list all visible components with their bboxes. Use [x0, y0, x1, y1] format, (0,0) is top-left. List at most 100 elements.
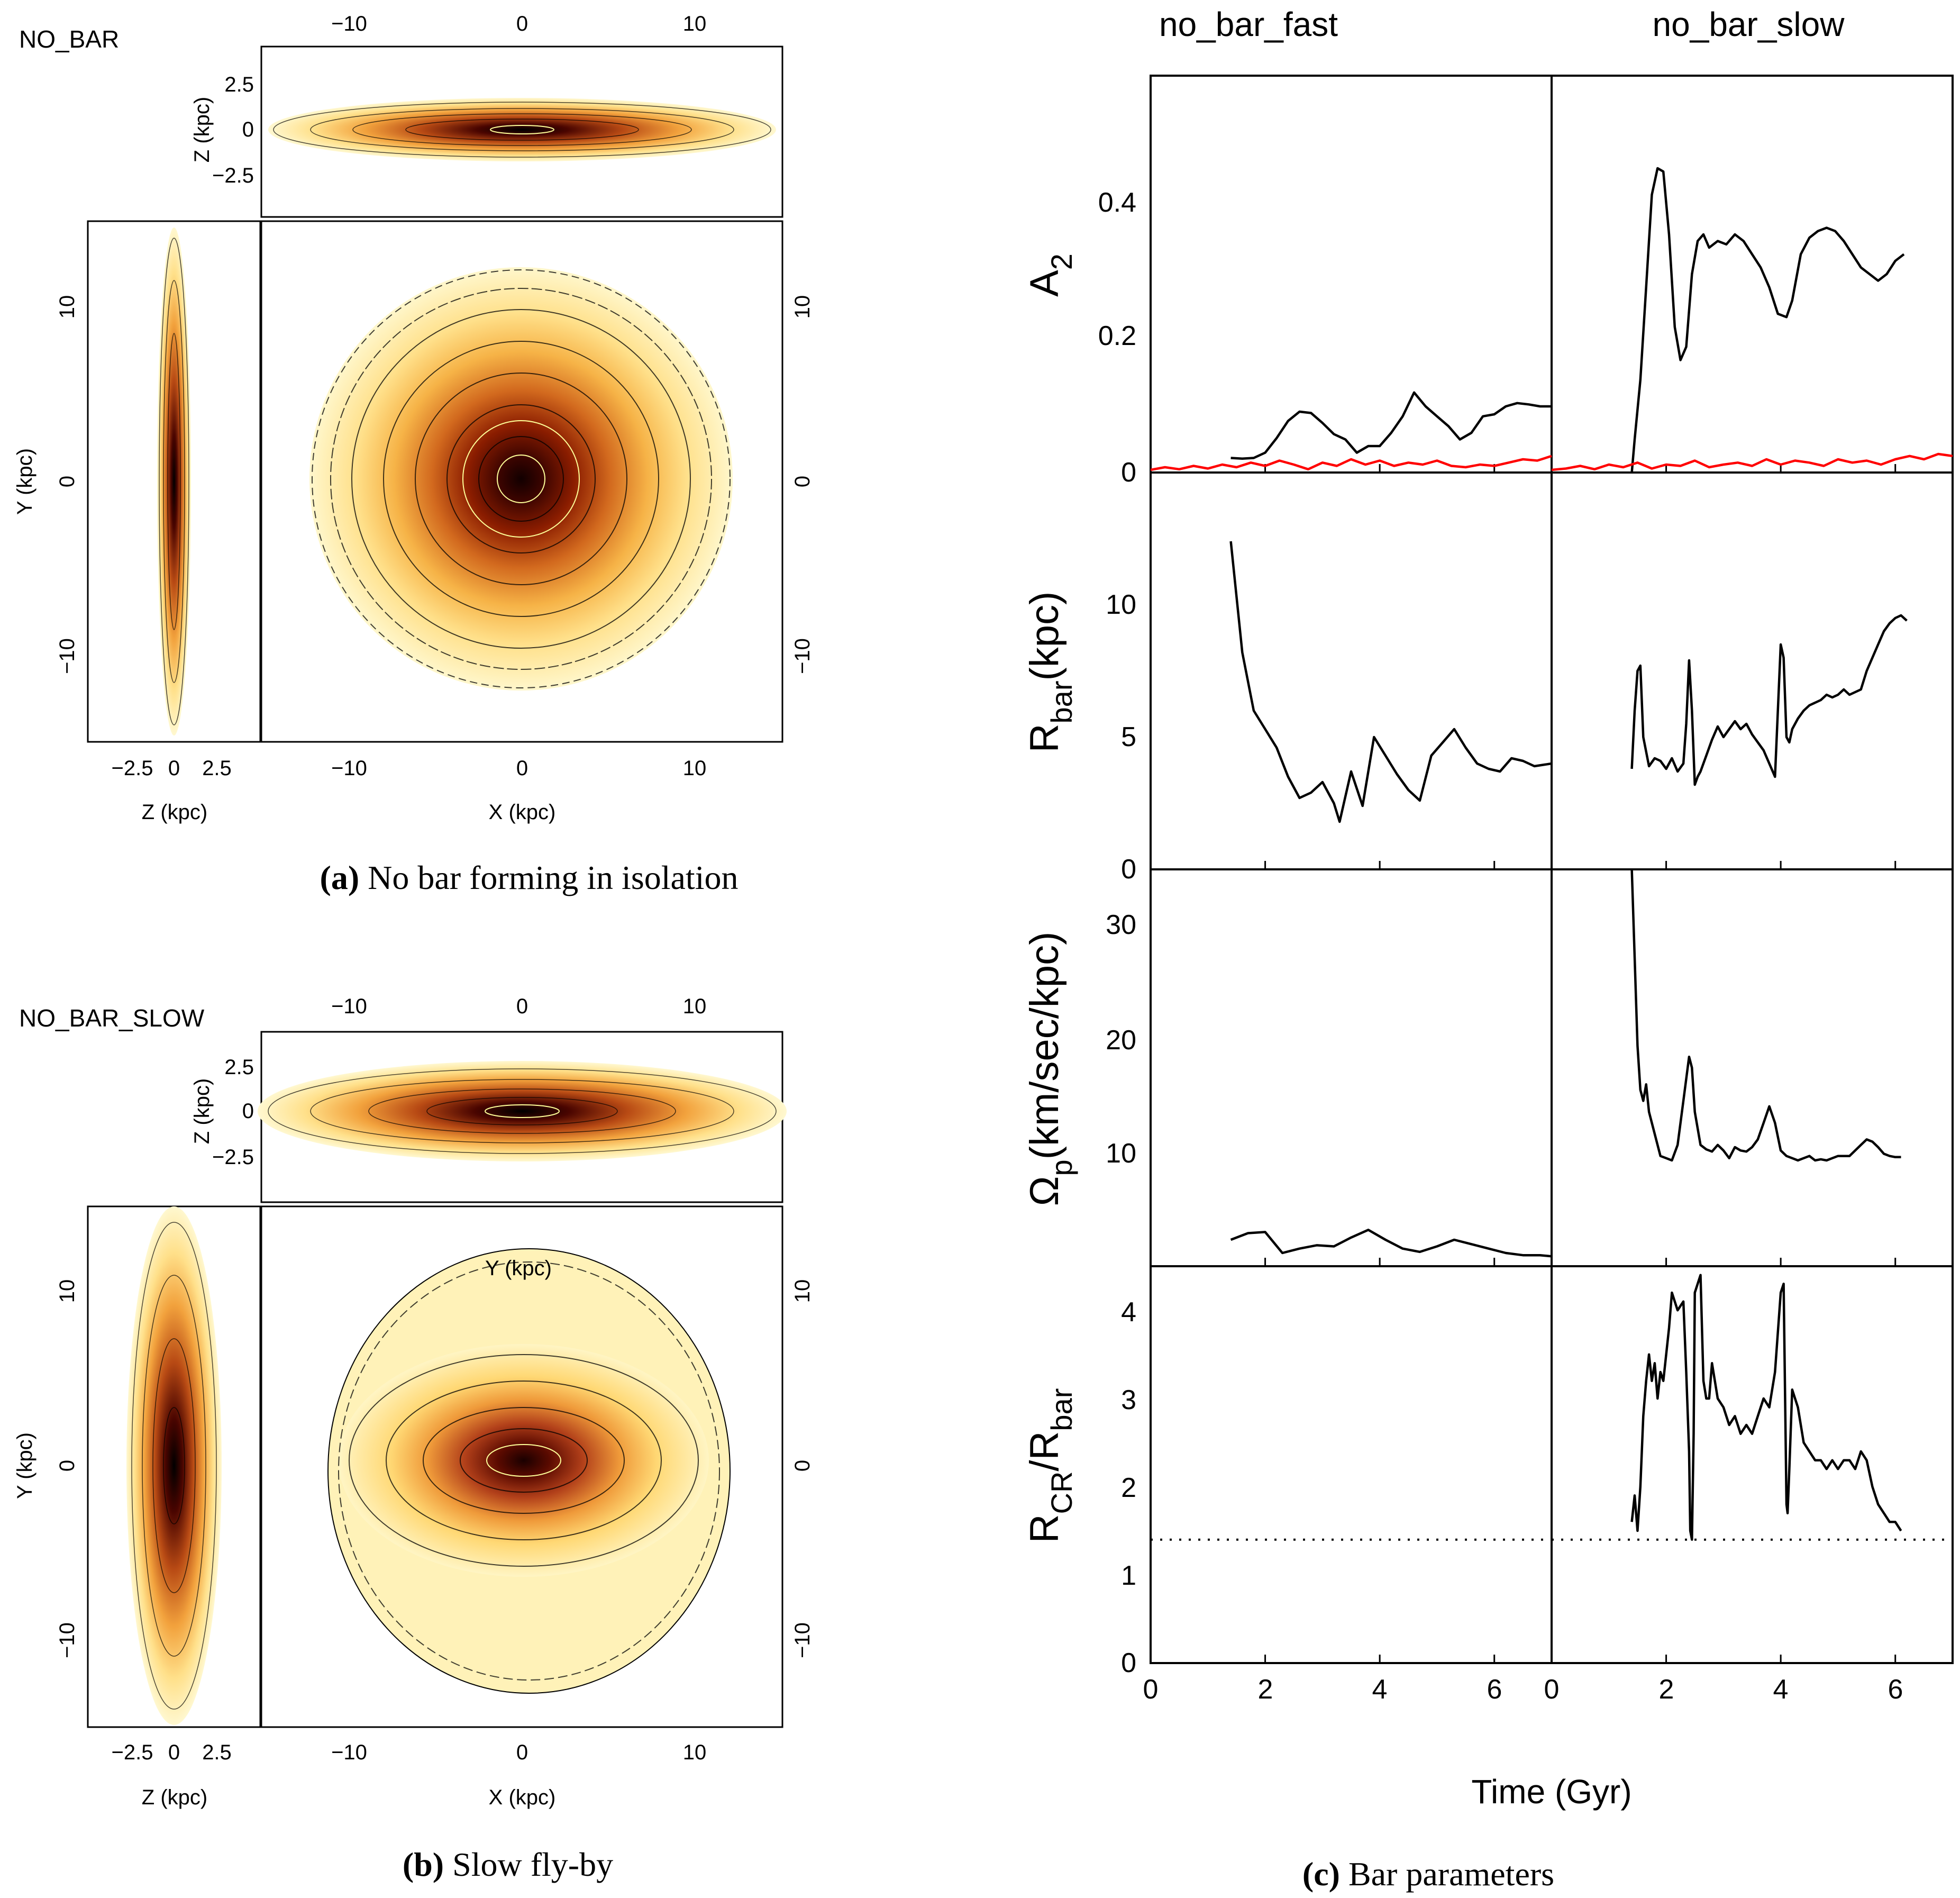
panel-a-xy-density — [309, 267, 733, 691]
tick: 0 — [1121, 854, 1136, 885]
panel-b-x-axis-label: X (kpc) — [489, 1786, 556, 1809]
tick: 4 — [1372, 1674, 1388, 1705]
tick: 10 — [683, 995, 707, 1018]
tick: 20 — [1106, 1025, 1136, 1056]
label-tail: (kpc) — [1022, 592, 1067, 681]
panel-a-right-ticks: 10 0 −10 — [791, 295, 814, 674]
col-title-fast: no_bar_fast — [1159, 5, 1338, 43]
tick: 2.5 — [202, 757, 232, 780]
panel-c: no_bar_fast no_bar_slow 0 0.2 0.4 0 5 10… — [1022, 5, 1954, 1893]
tick: 2.5 — [224, 1056, 254, 1079]
tick: −2.5 — [112, 757, 153, 780]
caption-text: No bar forming in isolation — [359, 859, 738, 896]
caption-bold: (c) — [1302, 1855, 1340, 1893]
tick: 6 — [1487, 1674, 1502, 1705]
tick: 0 — [242, 118, 254, 141]
tick: 0.4 — [1098, 187, 1136, 218]
x-ticks-slow: 0 2 4 6 — [1544, 1674, 1903, 1705]
panel-b-label: NO_BAR_SLOW — [19, 1004, 205, 1032]
tick: 2 — [1659, 1674, 1674, 1705]
tick: 0 — [1544, 1674, 1560, 1705]
tick: 0 — [242, 1100, 254, 1123]
panel-b-zy-contours — [131, 1222, 217, 1710]
panel-a: NO_BAR — [13, 12, 814, 896]
tick: −2.5 — [212, 164, 254, 187]
panel-a-caption: (a) No bar forming in isolation — [320, 859, 739, 896]
tick: −10 — [791, 638, 814, 674]
panel-b-overlay-label: Y (kpc) — [485, 1257, 552, 1280]
series-line-a2 — [1630, 167, 1905, 473]
tick: 0 — [516, 12, 528, 35]
panel-a-side-z-ticks: −2.5 0 2.5 — [112, 757, 232, 780]
ratio-ticks: 0 1 2 3 4 — [1121, 1297, 1136, 1678]
tick: 5 — [1121, 722, 1136, 752]
panel-b-y-axis-label: Y (kpc) — [13, 1432, 37, 1499]
panel-b-xy-frame — [260, 1205, 783, 1728]
col-title-slow: no_bar_slow — [1653, 5, 1845, 43]
tick: −10 — [331, 12, 367, 35]
tick: 0 — [56, 476, 79, 487]
label-sub: p — [1045, 1159, 1078, 1176]
panel-b-right-ticks: 10 0 −10 — [791, 1279, 814, 1658]
panel-a-xy-contours — [312, 269, 731, 688]
panel-b-caption: (b) Slow fly-by — [403, 1846, 613, 1883]
panel-b-xz-density — [258, 1061, 787, 1161]
series-line-omega-p — [1230, 1229, 1552, 1258]
label-sub: bar — [1045, 681, 1078, 724]
label-main: R — [1022, 723, 1067, 752]
panel-b-side-z-ticks: −2.5 0 2.5 — [112, 1741, 232, 1764]
panel-b-bottom-ticks: −10 0 10 — [331, 1741, 706, 1764]
tick: −10 — [331, 757, 367, 780]
tick: 10 — [791, 295, 814, 319]
panel-b-xz-contours — [268, 1068, 777, 1154]
row-label-a2: A2 — [1022, 253, 1078, 297]
tick: 10 — [56, 1279, 79, 1303]
tick: 0 — [791, 476, 814, 487]
tick: 0 — [1121, 1648, 1136, 1678]
tick: 2 — [1258, 1674, 1273, 1705]
tick: 0 — [1143, 1674, 1159, 1705]
label-sub: 2 — [1045, 253, 1078, 270]
caption-bold: (a) — [320, 859, 360, 896]
tick: −2.5 — [212, 1146, 254, 1169]
panel-a-zy-contours — [159, 238, 189, 725]
panel-b-zy-density — [126, 1206, 222, 1725]
label-mid: /R — [1022, 1431, 1067, 1472]
tick: 2.5 — [224, 73, 254, 96]
panel-a-label: NO_BAR — [19, 25, 119, 53]
label-tail: (km/sec/kpc) — [1022, 932, 1067, 1160]
tick: −10 — [791, 1622, 814, 1658]
series-line-rbar — [1630, 614, 1908, 786]
panel-a-bottom-ticks: −10 0 10 — [331, 757, 706, 780]
tick: 2 — [1121, 1473, 1136, 1503]
panel-a-xz-frame — [260, 46, 783, 218]
panel-a-zy-frame — [87, 220, 261, 743]
tick: −10 — [56, 1622, 79, 1658]
tick: 0 — [516, 1741, 528, 1764]
tick: 10 — [1106, 589, 1136, 620]
x-ticks-fast: 0 2 4 6 — [1143, 1674, 1502, 1705]
tick: 0 — [168, 757, 180, 780]
series-line-r-cr-r-bar — [1630, 1274, 1902, 1541]
row-label-omega: Ωp(km/sec/kpc) — [1022, 932, 1078, 1206]
tick: 10 — [791, 1279, 814, 1303]
panel-a-xy-inner-contours — [462, 420, 580, 538]
panel-b-xy-core — [486, 1444, 561, 1477]
series-line-m-1-red- — [1551, 452, 1953, 471]
label-sub2: bar — [1045, 1388, 1078, 1431]
tick: 0 — [1121, 457, 1136, 488]
panel-c-caption: (c) Bar parameters — [1302, 1855, 1554, 1893]
series-line-a2 — [1230, 391, 1552, 460]
panel-b-xy-contours — [338, 1261, 720, 1681]
panel-b-xz-core — [485, 1104, 560, 1118]
panel-a-z-axis-label: Z (kpc) — [190, 97, 214, 162]
panel-a-z-bottom-label: Z (kpc) — [142, 801, 207, 824]
rbar-ticks: 0 5 10 — [1106, 589, 1136, 885]
x-axis-label: Time (Gyr) — [1471, 1773, 1631, 1811]
tick: 10 — [56, 295, 79, 319]
tick: 30 — [1106, 910, 1136, 940]
panel-b-z-axis-label: Z (kpc) — [190, 1078, 214, 1144]
panel-c-frames — [1150, 75, 1954, 1664]
tick: 10 — [683, 757, 707, 780]
